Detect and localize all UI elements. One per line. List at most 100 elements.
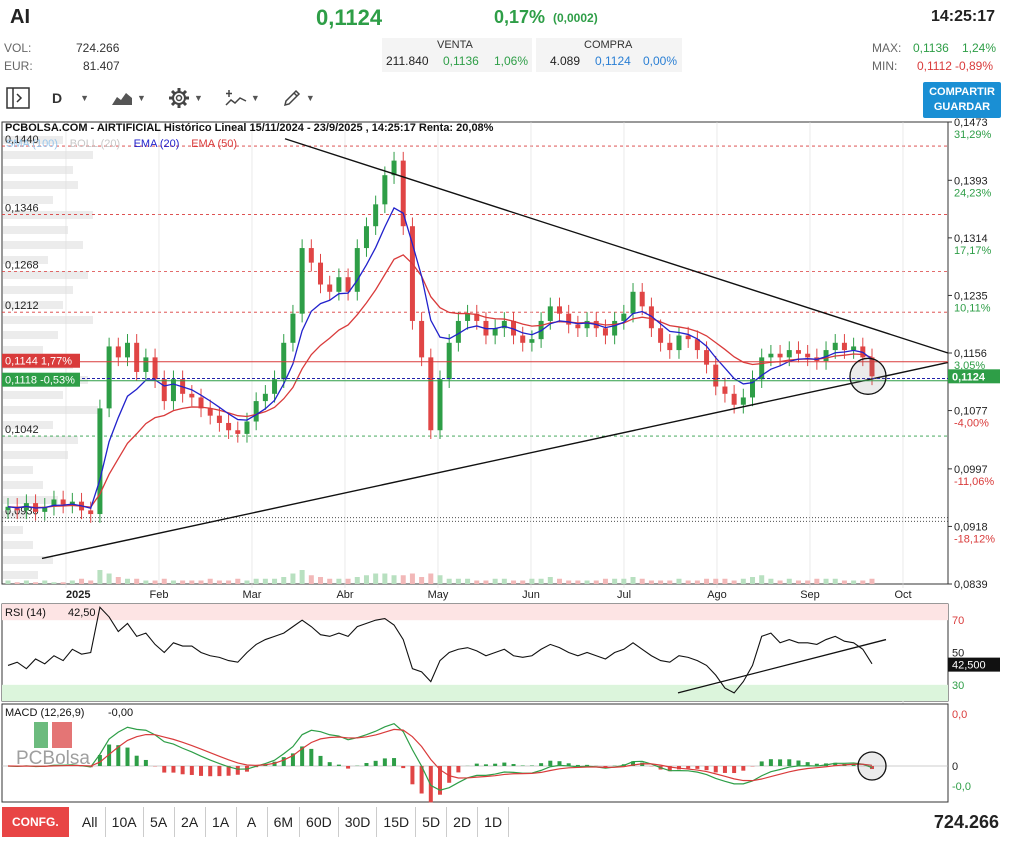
legend-item: EMA (20): [134, 138, 180, 150]
rsi-tag-text: 42,500: [952, 660, 986, 672]
y-tick-label: 0,1314: [954, 233, 988, 245]
indicators-icon: [225, 90, 247, 106]
volume-bar: [814, 578, 820, 584]
venta-label: VENTA: [437, 39, 473, 51]
candle-body: [170, 379, 176, 402]
volume-profile-bar: [3, 256, 48, 264]
candle-body: [419, 320, 425, 358]
macd-histogram-bar: [483, 764, 488, 766]
y-tick-pct: -18,12%: [954, 533, 995, 545]
range-30d[interactable]: 30D: [339, 807, 378, 837]
macd-histogram-bar: [722, 766, 727, 773]
range-2d[interactable]: 2D: [447, 807, 479, 837]
candle-body: [713, 364, 719, 387]
main-plot-frame: [1, 121, 949, 585]
chart-type-button[interactable]: ▼: [111, 90, 146, 106]
candle-body: [841, 342, 847, 351]
config-button[interactable]: CONFG.: [2, 807, 69, 837]
chevron-down-icon: ▼: [193, 93, 203, 103]
range-1d[interactable]: 1D: [478, 807, 510, 837]
compra-price: 0,1124: [595, 54, 631, 68]
panel-toggle-button[interactable]: [6, 87, 30, 109]
volume-bar: [152, 580, 158, 584]
candle-body: [759, 357, 765, 380]
volume-bar: [419, 577, 425, 584]
macd-histogram-bar: [778, 759, 783, 766]
period-selector[interactable]: D ▼: [52, 90, 89, 106]
chart-type-icon: [112, 93, 133, 105]
legend-item: EMA (50): [191, 138, 237, 150]
x-tick-label: Ago: [707, 589, 727, 601]
range-2a[interactable]: 2A: [175, 807, 206, 837]
macd-histogram-bar: [759, 761, 764, 766]
share-save-button[interactable]: COMPARTIR GUARDAR: [923, 82, 1001, 118]
candle-body: [621, 313, 627, 321]
volume-bar: [823, 578, 829, 584]
volume-bar: [5, 580, 11, 584]
candle-body: [318, 262, 324, 285]
y-tick-pct: 24,23%: [954, 187, 992, 199]
change-percent: 0,17%: [494, 7, 546, 27]
candle-body: [474, 313, 480, 321]
rsi-current: 42,50: [68, 607, 96, 619]
range-1a[interactable]: 1A: [206, 807, 237, 837]
range-a[interactable]: A: [237, 807, 268, 837]
settings-button[interactable]: ▼: [168, 87, 203, 109]
x-tick-label: 2025: [66, 589, 90, 601]
volume-bar: [851, 580, 857, 584]
volume-bar: [612, 578, 618, 584]
volume-profile-bar: [3, 346, 43, 354]
candle-body: [511, 320, 517, 336]
range-5d[interactable]: 5D: [416, 807, 448, 837]
price-tag-bg: [2, 353, 80, 368]
macd-panel-frame: [1, 703, 949, 803]
macd-histogram-bar: [870, 766, 874, 770]
y-tick-label: 0,1235: [954, 290, 988, 302]
candle-body: [373, 204, 379, 227]
macd-histogram-bar: [557, 761, 562, 766]
range-5a[interactable]: 5A: [144, 807, 175, 837]
macd-histogram-bar: [208, 766, 213, 777]
range-10a[interactable]: 10A: [106, 807, 144, 837]
volume-bar: [409, 573, 415, 584]
bid-panel: [382, 38, 532, 72]
macd-histogram-bar: [217, 766, 222, 777]
volume-bar: [731, 580, 737, 584]
volume-profile-bar: [3, 271, 88, 279]
price-level-label: 0,1346: [5, 203, 39, 215]
volume-profile-bar: [3, 181, 78, 189]
price-level-label: 0,1042: [5, 424, 39, 436]
ema-50-line: [7, 254, 873, 509]
macd-histogram-bar: [107, 744, 112, 766]
volume-bar: [630, 577, 636, 584]
volume-bar: [455, 578, 461, 584]
volume-bar: [437, 575, 443, 584]
macd-histogram-bar: [585, 764, 590, 766]
last-price-tag-bg: [948, 369, 1000, 384]
volume-bar: [14, 582, 20, 584]
candle-body: [115, 346, 121, 358]
candle-body: [704, 350, 710, 365]
macd-histogram-bar: [502, 762, 507, 766]
drawing-tools-button[interactable]: ▼: [282, 88, 315, 108]
range-all[interactable]: All: [75, 807, 106, 837]
volume-bar: [805, 580, 811, 584]
macd-histogram-bar: [447, 766, 452, 783]
candle-body: [42, 506, 48, 512]
range-15d[interactable]: 15D: [377, 807, 417, 837]
volume-bar: [262, 578, 268, 584]
candle-body: [308, 248, 314, 263]
candle-body: [851, 346, 857, 351]
range-bar: CONFG. All 10A 5A 2A 1A A 6M 60D 30D 15D 5D 2D 1D: [0, 806, 510, 838]
volume-bar: [216, 580, 222, 584]
price-level-label: 0,0930: [5, 506, 39, 518]
volume-bar: [354, 577, 360, 584]
chart-area[interactable]: 0,1440 0,1346 0,1268 0,1212 0,1042 0,0930 2025…: [0, 118, 1013, 804]
volume-bar: [474, 580, 480, 584]
range-60d[interactable]: 60D: [300, 807, 339, 837]
candle-body: [584, 320, 590, 329]
volume-bar: [584, 580, 590, 584]
indicators-button[interactable]: ▼: [225, 88, 260, 108]
range-6m[interactable]: 6M: [268, 807, 301, 837]
candle-body: [566, 313, 572, 325]
